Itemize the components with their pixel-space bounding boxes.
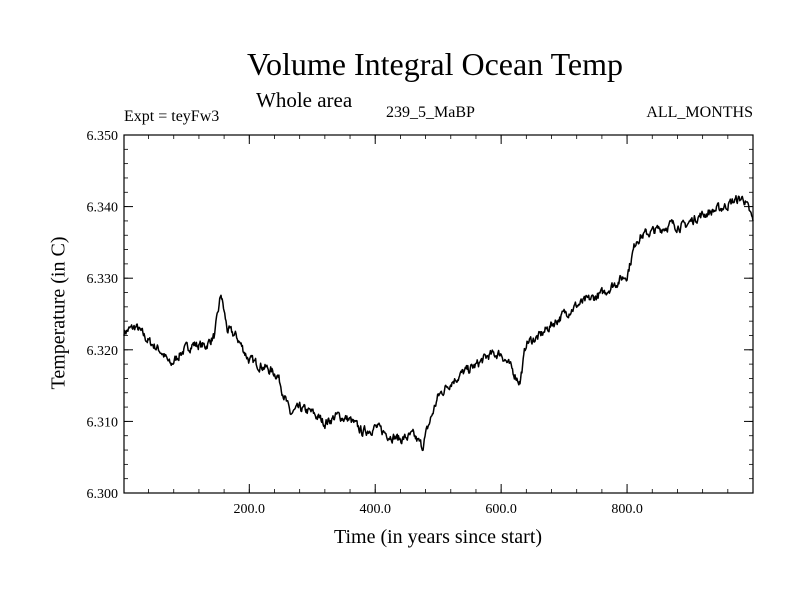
axis-ticks: 6.300 6.310 6.320 6.330 6.340 6.350 200.0 400.0… <box>87 129 753 517</box>
y-tick-label: 6.320 <box>87 344 119 359</box>
x-tick-label: 200.0 <box>234 502 266 517</box>
y-tick-label: 6.350 <box>87 129 119 144</box>
y-axis-label: Temperature (in C) <box>47 236 70 390</box>
y-tick-label: 6.340 <box>87 201 119 216</box>
x-axis-label: Time (in years since start) <box>333 526 543 548</box>
months-label: ALL_MONTHS <box>646 104 753 121</box>
series-line <box>123 194 754 452</box>
x-tick-label: 400.0 <box>359 502 391 517</box>
x-tick-label: 800.0 <box>611 502 643 517</box>
chart-subtitle: Whole area <box>256 88 353 112</box>
y-tick-label: 6.330 <box>87 272 119 287</box>
x-tick-label: 600.0 <box>485 502 517 517</box>
y-tick-label: 6.310 <box>87 415 119 430</box>
series-group <box>123 194 754 452</box>
y-tick-label: 6.300 <box>87 487 119 502</box>
chart-title: Volume Integral Ocean Temp <box>246 46 623 82</box>
case-label: 239_5_MaBP <box>386 104 475 121</box>
experiment-label: Expt = teyFw3 <box>124 108 220 125</box>
plot-frame <box>123 134 754 494</box>
